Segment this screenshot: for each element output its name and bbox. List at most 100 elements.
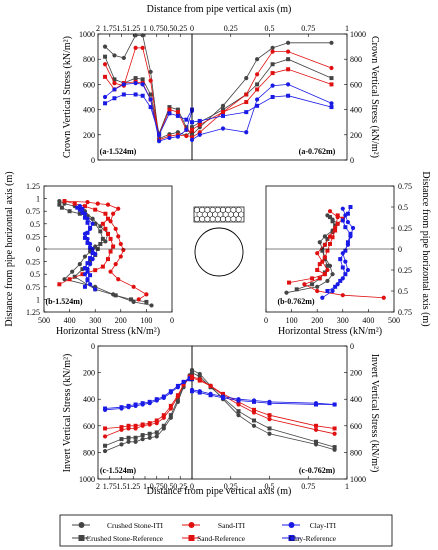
bottom-axis-title: Distance from pipe vertical axis (m)	[147, 486, 292, 497]
data-point	[332, 426, 337, 431]
data-point	[340, 293, 345, 298]
data-point	[113, 226, 118, 231]
data-point	[82, 215, 87, 220]
data-point	[343, 259, 348, 264]
x-tick-label: 500	[388, 316, 400, 325]
series-sand-iti	[62, 199, 149, 302]
legend-item-crushed-stone-reference: Crushed Stone-Reference	[72, 534, 164, 543]
data-point	[88, 273, 93, 278]
x-tick-label: 0.5	[164, 482, 174, 491]
data-point	[106, 231, 110, 236]
data-point	[167, 105, 172, 110]
data-point	[294, 287, 299, 292]
data-point	[181, 379, 186, 384]
x-tick-label: 0.5	[265, 482, 275, 491]
x-tick-label: 0.75	[301, 482, 315, 491]
data-point	[330, 288, 335, 294]
y-tick-label: 1.25	[26, 182, 40, 191]
data-point	[325, 248, 330, 253]
panel-label: (b-1.524m)	[45, 297, 82, 306]
y-tick-label: 1	[36, 295, 40, 304]
y-tick-label: 800	[83, 448, 95, 457]
data-point	[190, 127, 194, 132]
data-point	[126, 403, 131, 408]
data-point	[286, 82, 291, 87]
data-point	[133, 423, 138, 428]
data-point	[154, 430, 159, 435]
data-point	[119, 437, 124, 442]
x-tick-label: 0	[190, 24, 194, 33]
data-point	[140, 422, 145, 427]
series-sand-iti	[102, 371, 195, 439]
data-point	[133, 45, 138, 50]
data-point	[88, 256, 93, 261]
legend-label: Clay-Reference	[289, 534, 337, 543]
data-point	[317, 276, 322, 281]
legend-item-clay-reference: Clay-Reference	[282, 534, 337, 543]
data-point	[93, 221, 98, 226]
data-point	[208, 393, 213, 398]
data-point	[221, 110, 225, 115]
data-point	[221, 391, 225, 396]
x-tick-label: 0.75	[301, 24, 315, 33]
y-tick-label: 1000	[79, 475, 95, 484]
data-point	[381, 295, 386, 300]
data-point	[161, 423, 166, 428]
series-sand-reference	[103, 74, 194, 137]
panel-c-0.762: (c-0.762m) 0 200 400 600 800 1000 0.25 0.5 0.75 1 I…	[189, 342, 380, 491]
legend-item-sand-iti: Sand-ITI	[182, 521, 245, 530]
y-axis-title: Distance from pipe horizontal axis (m)	[420, 171, 431, 326]
data-point	[136, 297, 141, 302]
data-point	[119, 405, 124, 410]
x-tick-label: 1.25	[126, 24, 140, 33]
data-point	[189, 137, 195, 142]
data-point	[93, 268, 98, 273]
data-point	[317, 262, 322, 267]
data-point	[315, 288, 320, 294]
y-tick-label: 600	[350, 422, 362, 431]
legend-marker	[288, 535, 295, 541]
pipe-circle	[194, 227, 244, 277]
data-point	[85, 278, 90, 283]
data-point	[167, 135, 172, 141]
x-tick-label: 2	[96, 24, 100, 33]
data-point	[322, 242, 327, 247]
series-clay-iti	[102, 81, 195, 144]
data-point	[267, 401, 272, 406]
y-tick-label: 0	[398, 245, 402, 254]
data-point	[77, 262, 82, 267]
series-line	[191, 369, 335, 451]
data-point	[270, 62, 275, 67]
y-axis-title: Invert Vertical Stress (kN/m²)	[62, 354, 73, 473]
data-point	[133, 33, 138, 38]
data-point	[82, 284, 87, 289]
y-tick-label: 0	[36, 245, 40, 254]
y-axis-title: Invert Vertical Stress (kN/m²)	[369, 354, 380, 473]
data-point	[220, 103, 226, 108]
data-point	[147, 435, 152, 440]
data-point	[267, 417, 272, 422]
data-point	[57, 282, 62, 287]
data-point	[147, 399, 152, 404]
data-point	[140, 45, 145, 50]
legend-item-clay-iti: Clay-ITI	[282, 521, 336, 530]
data-point	[236, 409, 241, 414]
data-point	[244, 130, 249, 135]
data-point	[112, 87, 117, 92]
data-point	[329, 105, 334, 110]
plot-frame	[97, 345, 193, 480]
x-tick-label: 400	[362, 316, 374, 325]
x-tick-label: 1	[345, 24, 349, 33]
y-tick-label: 0	[350, 156, 354, 165]
data-point	[103, 443, 108, 448]
legend-label: Crushed Stone-Reference	[86, 534, 164, 543]
data-point	[197, 118, 202, 123]
data-point	[329, 40, 334, 45]
panel-b-1.524: (b-1.524m) 1.25 1 0.75 0.5 0.25 0 0.25 0.5 0.75 1 1…	[4, 171, 174, 337]
data-point	[340, 206, 345, 211]
x-axis-title: Horizontal Stress (kN/m²)	[278, 326, 382, 337]
top-axis-title: Distance from pipe vertical axis (m)	[147, 4, 292, 15]
data-point	[168, 403, 173, 408]
data-point	[184, 127, 189, 132]
